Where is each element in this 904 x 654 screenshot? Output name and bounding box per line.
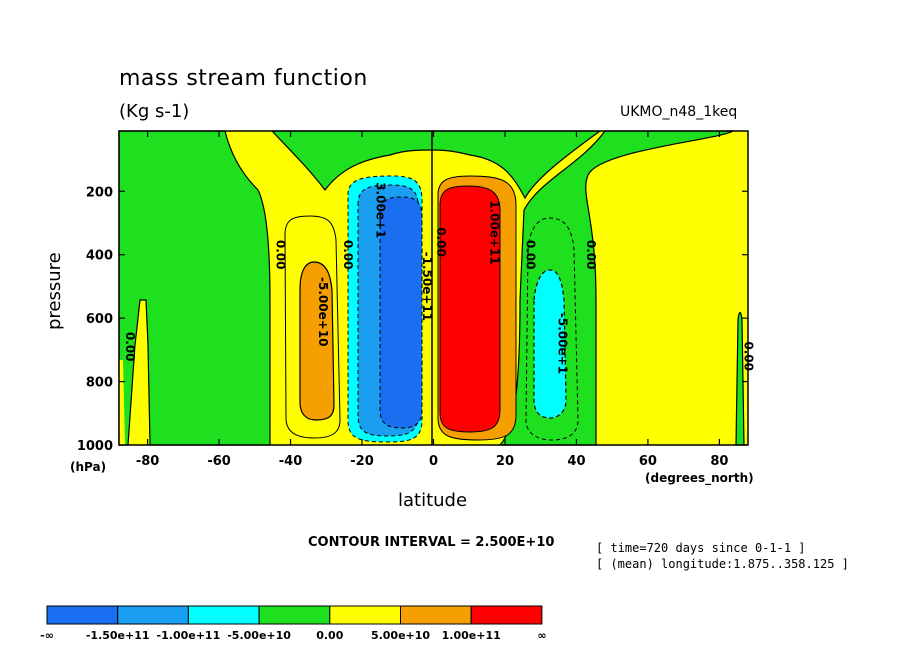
- legend-label: -5.00e+10: [227, 629, 291, 642]
- legend-label: 1.00e+11: [442, 629, 501, 642]
- region-green-west: [118, 130, 271, 446]
- legend-swatch: [329, 605, 401, 625]
- contour-label: 0.00: [523, 240, 537, 270]
- y-tick-label: 1000: [77, 439, 113, 454]
- x-tick-label: -20: [350, 454, 374, 469]
- x-tick-label: 60: [639, 454, 657, 469]
- legend-label: -∞: [40, 629, 54, 642]
- legend-swatch: [258, 605, 331, 625]
- contour-label: 0.00: [741, 341, 755, 371]
- contour-label: 0.00: [434, 227, 448, 257]
- x-tick-label: 0: [429, 454, 438, 469]
- dataset-name: UKMO_n48_1keq: [620, 104, 738, 120]
- contour-label: 3.00e+1: [373, 182, 387, 238]
- plot-area: [118, 130, 749, 446]
- longitude-info: [ (mean) longitude:1.875..358.125 ]: [596, 557, 849, 571]
- x-axis-unit: (degrees_north): [645, 471, 754, 485]
- contour-interval: CONTOUR INTERVAL = 2.500E+10: [308, 535, 555, 550]
- contour-label: 0.00: [273, 240, 287, 270]
- contour-label: 0.00: [123, 332, 137, 362]
- cell-south-c3: [379, 196, 423, 429]
- x-tick-label: -40: [279, 454, 303, 469]
- legend-label: 5.00e+10: [371, 629, 430, 642]
- legend-swatch: [187, 605, 260, 625]
- legend-swatch: [117, 605, 189, 625]
- y-tick-label: 600: [86, 312, 113, 327]
- region-green-east-edge: [735, 311, 745, 446]
- chart-title: mass stream function: [119, 66, 368, 91]
- contour-label: -5.00e+10: [316, 277, 330, 346]
- contour-label: 0.00: [584, 240, 598, 270]
- legend-swatch: [470, 605, 543, 625]
- contour-label: -5.00e+1: [556, 313, 570, 374]
- contour-label: 0.00: [341, 240, 355, 270]
- cell-southwest-orange: [299, 261, 335, 421]
- x-tick-label: -80: [136, 454, 160, 469]
- x-tick-label: 40: [567, 454, 585, 469]
- cell-northeast-cyan: [533, 269, 567, 419]
- legend-label: ∞: [537, 629, 546, 642]
- y-tick-label: 400: [86, 249, 113, 264]
- legend-label: -1.50e+11: [86, 629, 150, 642]
- contour-label: -1.50e+11: [420, 252, 434, 321]
- y-tick-label: 800: [86, 376, 113, 391]
- time-info: [ time=720 days since 0-1-1 ]: [596, 541, 806, 555]
- x-axis-label: latitude: [398, 490, 468, 511]
- cell-north-c2: [439, 185, 501, 433]
- contour-label: 1.00e+11: [488, 200, 502, 264]
- legend-label: 0.00: [316, 629, 343, 642]
- legend-label: -1.00e+11: [157, 629, 221, 642]
- chart-units: (Kg s-1): [119, 101, 190, 122]
- x-tick-label: 80: [710, 454, 728, 469]
- y-axis-unit: (hPa): [70, 460, 107, 474]
- legend-swatch: [400, 605, 472, 625]
- region-green-center: [270, 130, 602, 200]
- x-tick-label: -60: [207, 454, 231, 469]
- x-tick-label: 20: [496, 454, 514, 469]
- y-tick-label: 200: [86, 185, 113, 200]
- legend-swatch: [46, 605, 119, 625]
